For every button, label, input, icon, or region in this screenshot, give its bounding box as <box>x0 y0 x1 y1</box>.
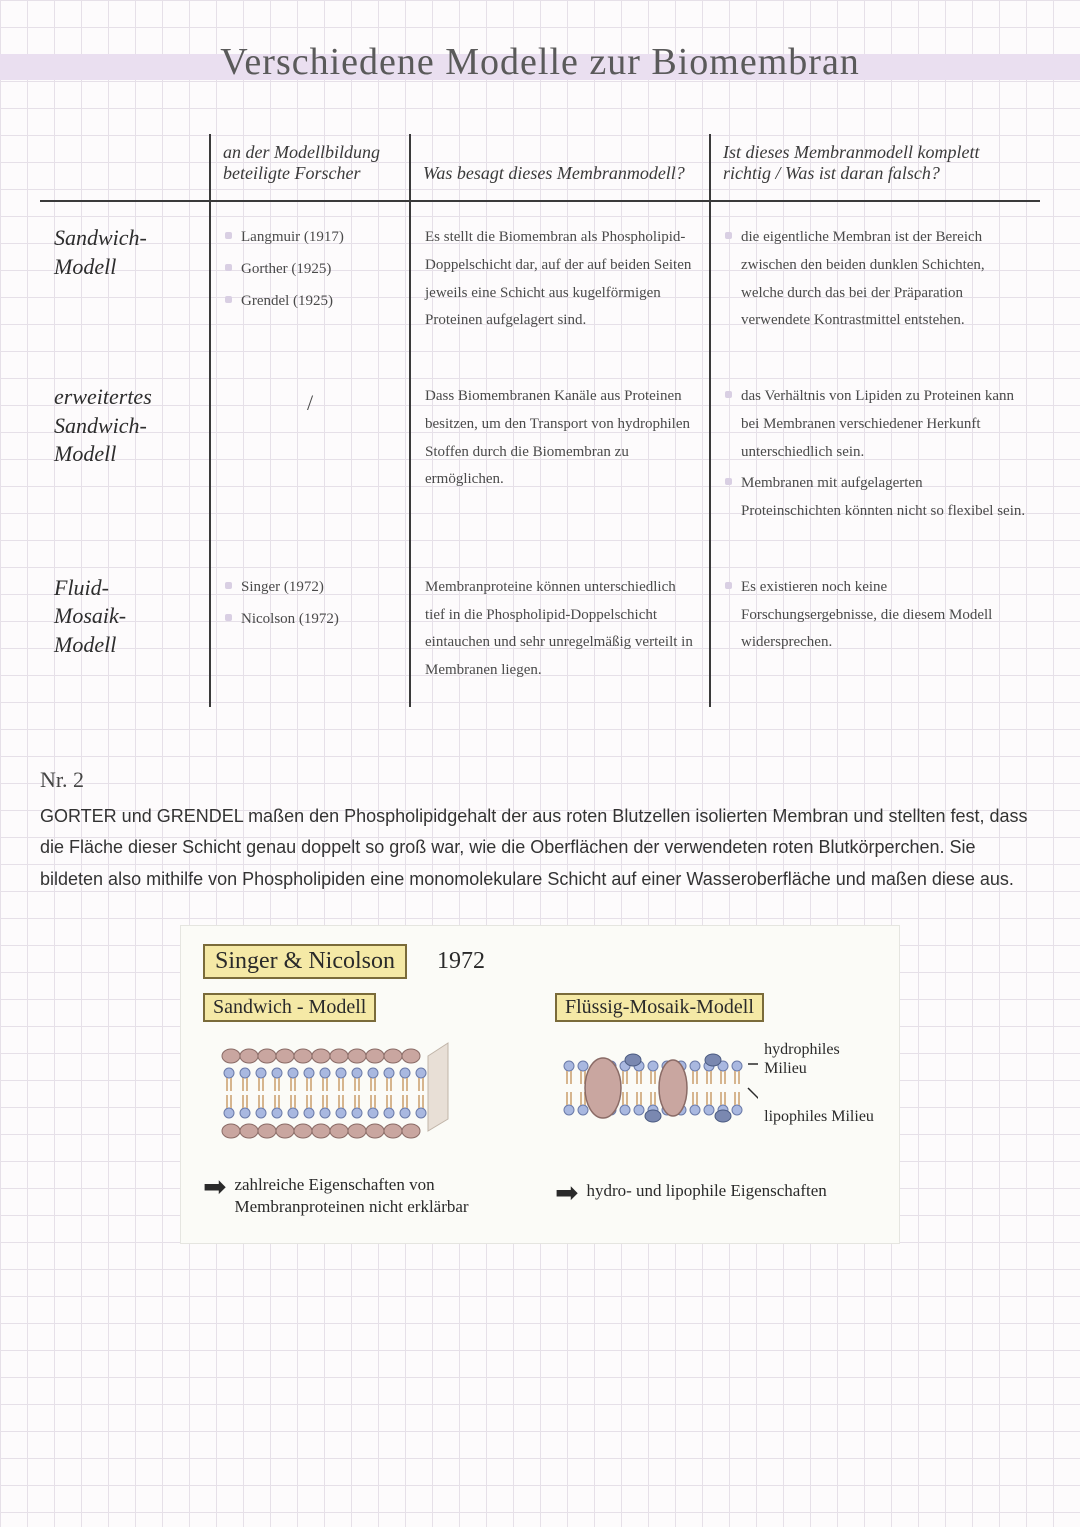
table-row: Sandwich-Modell Langmuir (1917) Gorther (1… <box>40 201 1040 361</box>
diagram-panel: Singer & Nicolson 1972 Sandwich - Modell… <box>180 925 900 1244</box>
section-nr2-text: GORTER und GRENDEL maßen den Phospholipi… <box>40 801 1040 896</box>
cell-besagt: Membranproteine können unterschiedlich t… <box>410 552 710 707</box>
diagram-year: 1972 <box>437 948 485 975</box>
annot-hydrophil: hydrophiles Milieu <box>764 1040 877 1078</box>
forscher-item: Nicolson (1972) <box>225 606 395 634</box>
models-table: an der Modellbildung beteiligte Forscher… <box>40 134 1040 707</box>
falsch-item: Es existieren noch keine Forschungsergeb… <box>725 574 1026 657</box>
table-row: Fluid-Mosaik-Modell Singer (1972) Nicolson… <box>40 552 1040 707</box>
cell-besagt: Es stellt die Biomembran als Phospholipi… <box>410 201 710 361</box>
falsch-item: Membranen mit aufgelagerten Proteinschic… <box>725 470 1026 526</box>
forscher-item: Grendel (1925) <box>225 288 395 316</box>
diagram-right-note: hydro- und lipophile Eigenschaften <box>586 1180 826 1201</box>
page-title: Verschiedene Modelle zur Biomembran <box>40 40 1040 84</box>
fluid-mosaic-illustration <box>555 1036 758 1166</box>
th-besagt: Was besagt dieses Membranmodell? <box>410 134 710 201</box>
table-header: an der Modellbildung beteiligte Forscher… <box>40 134 1040 201</box>
arrow-icon: ➡ <box>203 1174 226 1202</box>
table-row: erweitertes Sandwich-Modell/Dass Biomemb… <box>40 361 1040 552</box>
falsch-item: das Verhältnis von Lipiden zu Proteinen … <box>725 383 1026 466</box>
model-name: erweitertes Sandwich-Modell <box>54 383 195 469</box>
diagram-right-label: Flüssig-Mosaik-Modell <box>555 993 764 1022</box>
th-forscher: an der Modellbildung beteiligte Forscher <box>210 134 410 201</box>
forscher-item: Langmuir (1917) <box>225 224 395 252</box>
forscher-item: Gorther (1925) <box>225 256 395 284</box>
forscher-item: Singer (1972) <box>225 574 395 602</box>
model-name: Fluid-Mosaik-Modell <box>54 574 195 660</box>
diagram-authors: Singer & Nicolson <box>203 944 407 979</box>
diagram-left-label: Sandwich - Modell <box>203 993 376 1022</box>
annot-lipophil: lipophiles Milieu <box>764 1107 877 1126</box>
falsch-item: die eigentliche Membran ist der Bereich … <box>725 224 1026 335</box>
diagram-right-col: Flüssig-Mosaik-Modell hydrophiles Milieu… <box>555 993 877 1208</box>
section-nr2-label: Nr. 2 <box>40 767 1040 793</box>
diagram-left-col: Sandwich - Modell ➡ zahlreiche Eigenscha… <box>203 993 525 1217</box>
arrow-icon: ➡ <box>555 1180 578 1208</box>
th-blank <box>40 134 210 201</box>
model-name: Sandwich-Modell <box>54 224 195 281</box>
th-falsch: Ist dieses Membranmodell komplett richti… <box>710 134 1040 201</box>
cell-besagt: Dass Biomembranen Kanäle aus Proteinen b… <box>410 361 710 552</box>
sandwich-model-illustration <box>203 1036 463 1166</box>
diagram-left-note: zahlreiche Eigenschaften von Membranprot… <box>234 1174 525 1217</box>
